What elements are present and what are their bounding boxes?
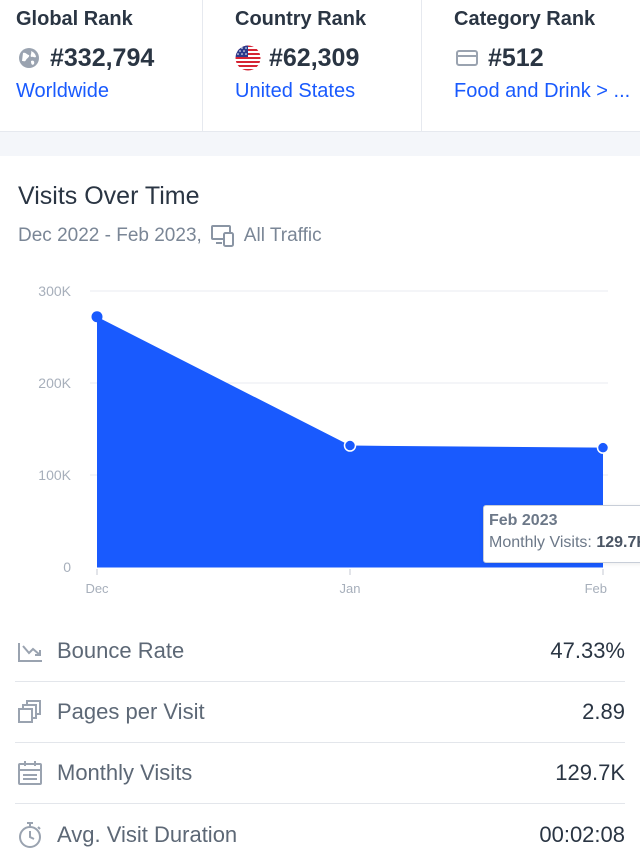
tooltip-value: 129.7K xyxy=(596,534,640,551)
metric-value: 47.33% xyxy=(550,638,625,663)
x-tick-label: Dec xyxy=(85,581,109,596)
metric-row-monthly-visits: Monthly Visits 129.7K xyxy=(15,743,625,804)
category-rank-card: Category Rank #512 Food and Drink > ... xyxy=(422,0,640,131)
visits-title: Visits Over Time xyxy=(18,182,200,210)
rank-link-category[interactable]: Food and Drink > ... xyxy=(454,80,631,102)
visits-area-chart: 0 100K 200K 300K Dec Jan Feb xyxy=(38,283,610,596)
visits-subtitle: Dec 2022 - Feb 2023, All Traffic xyxy=(18,224,322,248)
metric-row-pages-per-visit: Pages per Visit 2.89 xyxy=(15,682,625,743)
tooltip-date: Feb 2023 xyxy=(489,512,558,529)
metric-label: Pages per Visit xyxy=(57,699,205,724)
data-point xyxy=(596,441,610,454)
metric-value: 2.89 xyxy=(582,699,625,724)
visits-chart: 0 100K 200K 300K Dec Jan Feb Feb 2023 Monthly … xyxy=(0,274,640,604)
x-tick-label: Jan xyxy=(340,581,361,596)
rank-cards: Global Rank #332,794 Worldwide Country R… xyxy=(0,0,640,132)
y-tick-label: 0 xyxy=(63,559,71,575)
metric-row-bounce-rate: Bounce Rate 47.33% xyxy=(15,621,625,682)
globe-icon xyxy=(16,45,42,71)
country-rank-card: Country Rank xyxy=(203,0,422,131)
devices-icon xyxy=(210,224,236,248)
rank-value: #332,794 xyxy=(50,43,155,72)
rank-title: Global Rank xyxy=(16,8,133,30)
metric-value: 129.7K xyxy=(555,760,625,785)
engagement-metrics: Bounce Rate 47.33% Pages per Visit 2.89 xyxy=(15,621,625,865)
y-tick-label: 200K xyxy=(38,375,71,391)
y-tick-label: 300K xyxy=(38,283,71,299)
rank-title: Category Rank xyxy=(454,8,596,30)
rank-link-united-states[interactable]: United States xyxy=(235,80,356,102)
visits-area xyxy=(97,316,603,567)
rank-value: #62,309 xyxy=(269,43,360,72)
y-tick-label: 100K xyxy=(38,467,71,483)
metric-label: Avg. Visit Duration xyxy=(57,821,238,847)
x-tick-label: Feb xyxy=(585,581,607,596)
tooltip-label: Monthly Visits: 129.7K xyxy=(489,534,640,552)
calendar-icon xyxy=(15,758,45,788)
category-icon xyxy=(454,45,480,71)
metric-row-avg-visit-duration: Avg. Visit Duration 00:02:08 xyxy=(15,804,625,865)
stopwatch-icon xyxy=(15,820,45,850)
data-point xyxy=(91,311,103,323)
bounce-icon xyxy=(15,636,45,666)
rank-title: Country Rank xyxy=(235,8,367,30)
visits-over-time-panel: Visits Over Time Dec 2022 - Feb 2023, Al… xyxy=(0,156,640,865)
date-range: Dec 2022 - Feb 2023, xyxy=(18,225,202,246)
metric-value: 00:02:08 xyxy=(539,821,625,847)
pages-icon xyxy=(15,697,45,727)
traffic-type: All Traffic xyxy=(243,225,322,246)
global-rank-card: Global Rank #332,794 Worldwide xyxy=(0,0,203,131)
us-flag-icon xyxy=(235,45,261,71)
chart-tooltip: Feb 2023 Monthly Visits: 129.7K xyxy=(483,505,640,563)
tooltip-metric: Monthly Visits: xyxy=(489,534,592,551)
metric-label: Bounce Rate xyxy=(57,638,185,663)
rank-value: #512 xyxy=(488,43,544,72)
rank-link-worldwide[interactable]: Worldwide xyxy=(16,80,109,102)
data-point xyxy=(343,439,357,452)
metric-label: Monthly Visits xyxy=(57,760,193,785)
